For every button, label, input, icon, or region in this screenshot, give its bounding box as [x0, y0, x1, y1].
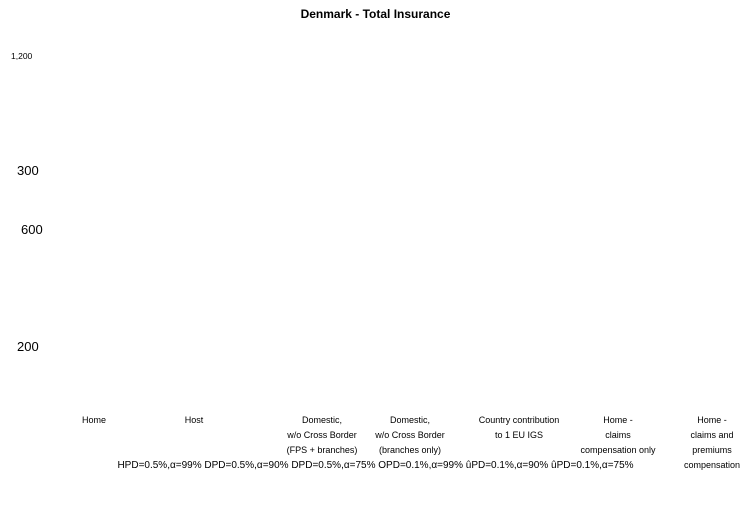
x-tick-label-line: claims: [605, 430, 631, 440]
x-tick-label-6: Home - claims compensation only: [580, 413, 655, 458]
chart-title: Denmark - Total Insurance: [300, 7, 451, 21]
x-tick-label-line: Host: [184, 415, 204, 425]
x-tick-label-line: premiums: [692, 445, 732, 455]
x-tick-label-line: (branches only): [378, 445, 442, 455]
x-tick-label-2: Host: [185, 413, 204, 428]
x-tick-label-1: Home: [82, 413, 106, 428]
x-tick-label-line: Domestic,: [301, 415, 342, 425]
x-tick-label-line: Domestic,: [389, 415, 430, 425]
y-tick-label-2: 300: [17, 163, 39, 178]
x-tick-label-line: Home -: [697, 415, 727, 425]
x-tick-label-4: Domestic, w/o Cross Border (branches only): [375, 413, 445, 458]
x-tick-label-line: compensation: [683, 460, 741, 470]
x-tick-label-line: claims and: [690, 430, 734, 440]
y-tick-label-3: 600: [21, 222, 43, 237]
x-tick-label-line: Home: [81, 415, 107, 425]
x-tick-label-3: Domestic, w/o Cross Border (FPS + branches…: [287, 413, 358, 458]
scenario-labels: HPD=0.5%,α=99% DPD=0.5%,α=90% DPD=0.5%,α…: [117, 460, 634, 471]
x-tick-label-line: compensation only: [580, 445, 656, 455]
x-tick-label-line: w/o Cross Border: [375, 430, 445, 440]
x-tick-label-line: to 1 EU IGS: [494, 430, 544, 440]
x-tick-label-line: (FPS + branches): [286, 445, 358, 455]
y-tick-label-4: 200: [17, 339, 39, 354]
x-tick-label-line: Country contribution: [478, 415, 560, 425]
x-tick-label-5: Country contribution to 1 EU IGS: [479, 413, 560, 443]
x-tick-label-line: Home -: [603, 415, 633, 425]
y-tick-label-1: 1,200: [11, 51, 33, 61]
x-tick-label-7: Home - claims and premiums compensation: [684, 413, 740, 473]
x-tick-label-line: w/o Cross Border: [287, 430, 357, 440]
